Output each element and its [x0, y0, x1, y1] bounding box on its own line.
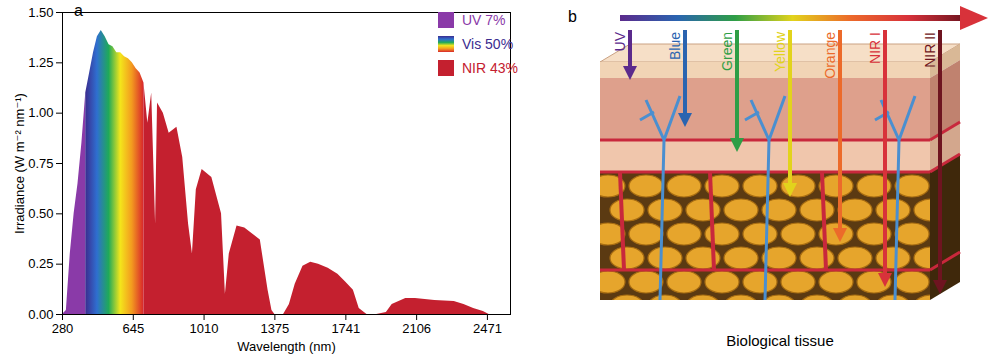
- svg-text:2471: 2471: [473, 321, 502, 336]
- svg-text:Biological tissue: Biological tissue: [726, 332, 834, 349]
- svg-text:NIR I: NIR I: [867, 32, 883, 64]
- svg-text:0.00: 0.00: [28, 307, 53, 322]
- svg-text:Blue: Blue: [667, 32, 683, 60]
- html-text:NIR 43%: NIR 43%: [462, 60, 518, 76]
- html-text:UV 7%: UV 7%: [462, 12, 506, 28]
- html-text:Vis 50%: Vis 50%: [462, 36, 514, 52]
- svg-text:b: b: [568, 8, 577, 25]
- svg-text:1.50: 1.50: [28, 5, 53, 20]
- svg-text:NIR II: NIR II: [922, 32, 938, 68]
- svg-text:1375: 1375: [260, 321, 289, 336]
- svg-text:UV: UV: [612, 31, 628, 51]
- svg-text:Orange: Orange: [822, 32, 838, 79]
- svg-text:Yellow: Yellow: [772, 31, 788, 72]
- svg-text:645: 645: [122, 321, 144, 336]
- svg-text:Wavelength (nm): Wavelength (nm): [237, 339, 336, 354]
- svg-text:0.75: 0.75: [28, 156, 53, 171]
- svg-text:0.50: 0.50: [28, 206, 53, 221]
- svg-text:1010: 1010: [190, 321, 219, 336]
- svg-text:0.25: 0.25: [28, 256, 53, 271]
- html-text:a: a: [74, 2, 83, 19]
- svg-text:1741: 1741: [331, 321, 360, 336]
- svg-text:2106: 2106: [402, 321, 431, 336]
- svg-text:Irradiance (W m⁻² nm⁻¹): Irradiance (W m⁻² nm⁻¹): [12, 93, 27, 234]
- svg-text:Green: Green: [719, 32, 735, 71]
- svg-text:280: 280: [52, 321, 74, 336]
- svg-text:1.00: 1.00: [28, 105, 53, 120]
- svg-text:1.25: 1.25: [28, 55, 53, 70]
